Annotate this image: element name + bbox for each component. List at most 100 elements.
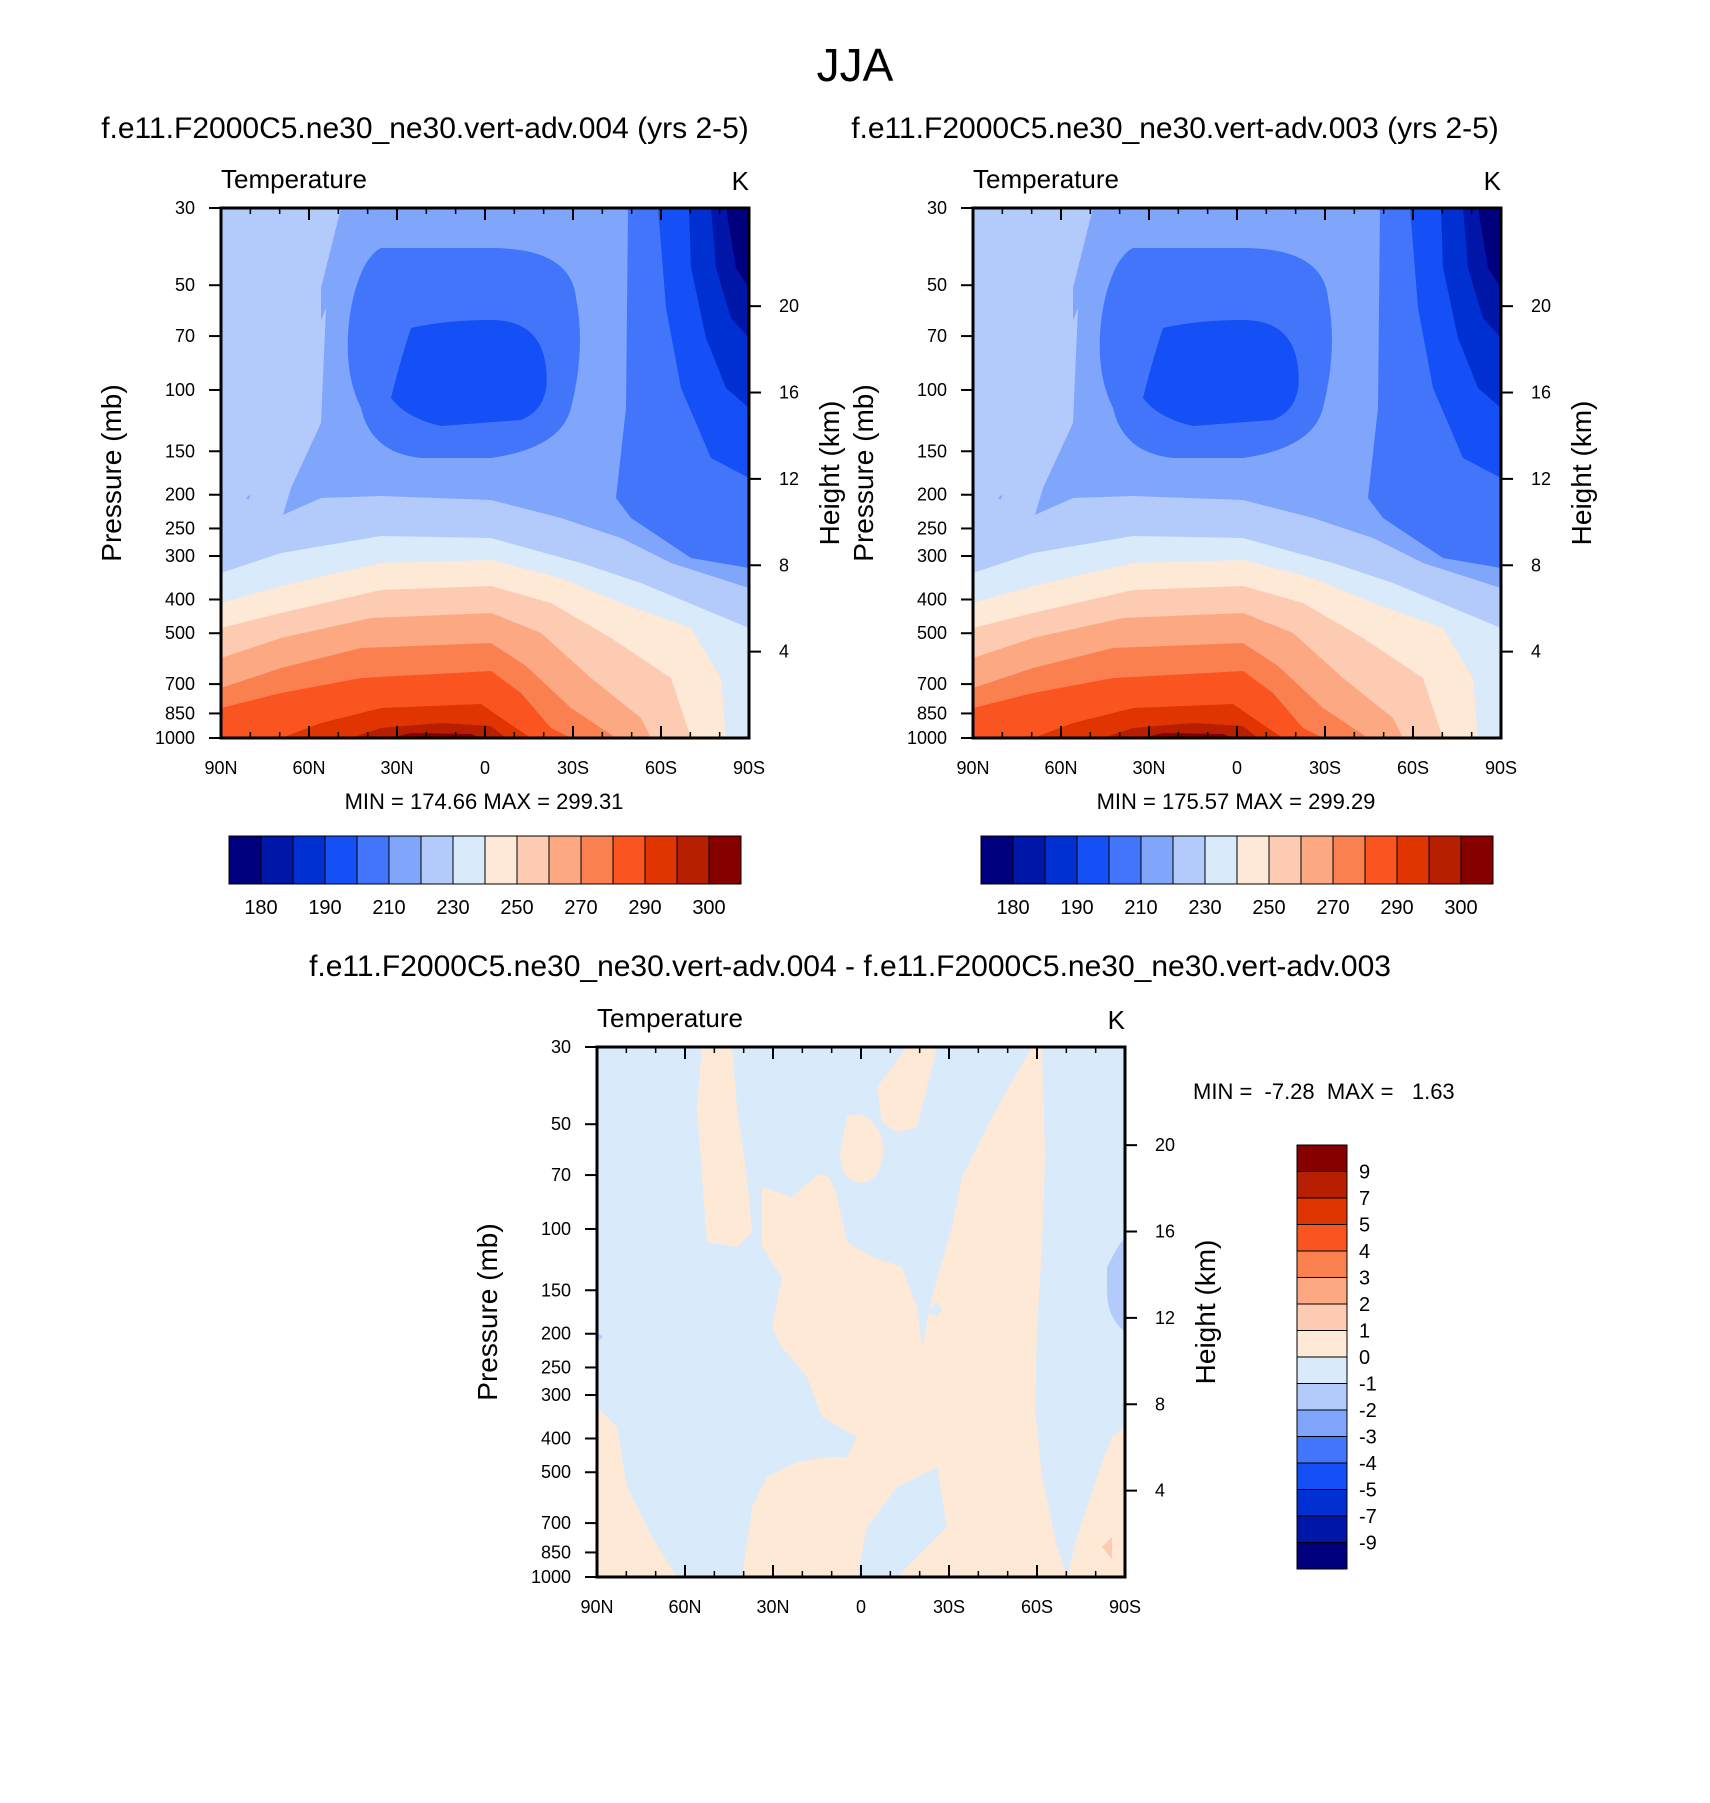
colorbar-box xyxy=(1364,835,1398,885)
y-tick-label: 150 xyxy=(541,1280,571,1300)
x-tick-label: 30N xyxy=(756,1597,789,1617)
y-tick-label: 300 xyxy=(917,546,947,566)
colorbar-box xyxy=(1296,1144,1348,1172)
colorbar-box xyxy=(1296,1303,1348,1331)
variable-label: Temperature xyxy=(973,164,1119,194)
colorbar-label: 180 xyxy=(996,897,1029,919)
colorbar-label: 1 xyxy=(1359,1321,1370,1343)
y-axis-label: Pressure (mb) xyxy=(848,384,879,561)
x-tick-label: 90N xyxy=(956,758,989,778)
colorbar-box xyxy=(1300,835,1334,885)
colorbar-label: -3 xyxy=(1359,1427,1377,1449)
y-tick-label: 70 xyxy=(927,326,947,346)
colorbar-box xyxy=(484,835,518,885)
y-tick-label: 500 xyxy=(165,623,195,643)
colorbar-label: 210 xyxy=(1124,897,1157,919)
colorbar-box xyxy=(1108,835,1142,885)
colorbar-box xyxy=(1296,1436,1348,1464)
y2-tick-label: 4 xyxy=(779,642,789,662)
y-tick-label: 1000 xyxy=(531,1567,571,1587)
y2-tick-label: 16 xyxy=(779,383,799,403)
colorbar-box xyxy=(708,835,742,885)
y-tick-label: 400 xyxy=(541,1429,571,1449)
y-tick-label: 100 xyxy=(165,380,195,400)
y2-tick-label: 12 xyxy=(1155,1308,1175,1328)
colorbar-box xyxy=(1296,1330,1348,1358)
temperature-panel-003: 90N 60N 30N 0 30S 60S 90S 30507010015020025030… xyxy=(848,164,1597,919)
colorbar-box xyxy=(1140,835,1174,885)
colorbar-label: 2 xyxy=(1359,1294,1370,1316)
temperature-panel-004: 90N 60N 30N 0 30S 60S 90S 30507010015020025030… xyxy=(96,164,845,919)
y-tick-label: 1000 xyxy=(155,728,195,748)
y2-tick-label: 16 xyxy=(1155,1222,1175,1242)
variable-label: Temperature xyxy=(221,164,367,194)
y-tick-label: 200 xyxy=(165,485,195,505)
difference-panel: 90N 60N 30N 0 30S 60S 90S 30507010015020025030… xyxy=(472,1003,1455,1617)
colorbar-label: 270 xyxy=(1316,897,1349,919)
y-tick-label: 850 xyxy=(917,703,947,723)
colorbar-box xyxy=(1296,1409,1348,1437)
colorbar-box xyxy=(1296,1171,1348,1199)
colorbar: 180 190 210 230 250 270 290 300 xyxy=(228,835,742,919)
panel1-title: f.e11.F2000C5.ne30_ne30.vert-adv.004 (yr… xyxy=(101,112,749,145)
y2-tick-label: 12 xyxy=(1531,469,1551,489)
colorbar-label: -9 xyxy=(1359,1533,1377,1555)
colorbar-label: 5 xyxy=(1359,1215,1370,1237)
y2-tick-label: 12 xyxy=(779,469,799,489)
y2-tick-label: 20 xyxy=(779,296,799,316)
colorbar-box xyxy=(452,835,486,885)
colorbar-label: 300 xyxy=(1444,897,1477,919)
y2-tick-label: 8 xyxy=(1155,1394,1165,1414)
x-tick-label: 60S xyxy=(1021,1597,1053,1617)
y2-tick-label: 16 xyxy=(1531,383,1551,403)
colorbar-label: 300 xyxy=(692,897,725,919)
x-tick-label: 0 xyxy=(856,1597,866,1617)
y-tick-label: 500 xyxy=(541,1462,571,1482)
colorbar-label: 4 xyxy=(1359,1241,1370,1263)
x-axis: 90N 60N 30N 0 30S 60S 90S xyxy=(580,1047,1141,1617)
colorbar-box xyxy=(516,835,550,885)
y-tick-label: 50 xyxy=(551,1114,571,1134)
y-tick-label: 250 xyxy=(917,518,947,538)
y-tick-label: 30 xyxy=(175,198,195,218)
colorbar-box xyxy=(1236,835,1270,885)
colorbar-box xyxy=(980,835,1014,885)
colorbar-label: 230 xyxy=(436,897,469,919)
units-label: K xyxy=(732,166,750,196)
colorbar-box xyxy=(1296,1542,1348,1570)
colorbar-box xyxy=(612,835,646,885)
y-tick-label: 50 xyxy=(175,275,195,295)
x-tick-label: 30N xyxy=(1132,758,1165,778)
colorbar-box xyxy=(1296,1462,1348,1490)
colorbar-label: 7 xyxy=(1359,1188,1370,1210)
x-tick-label: 60N xyxy=(292,758,325,778)
colorbar-box xyxy=(548,835,582,885)
variable-label: Temperature xyxy=(597,1003,743,1033)
colorbar-box xyxy=(1396,835,1430,885)
colorbar-label: 3 xyxy=(1359,1268,1370,1290)
y-tick-label: 400 xyxy=(917,590,947,610)
contour-field xyxy=(973,208,1501,738)
colorbar-box xyxy=(356,835,390,885)
colorbar-box xyxy=(324,835,358,885)
y-axis: 30 50 70 100 150 200 250 300 400 500 700 850 1000 xyxy=(155,198,221,748)
y-tick-label: 70 xyxy=(551,1165,571,1185)
colorbar-label: 250 xyxy=(500,897,533,919)
x-tick-label: 30S xyxy=(933,1597,965,1617)
contour-field xyxy=(221,208,749,738)
min-max-label: MIN = -7.28 MAX = 1.63 xyxy=(1193,1079,1455,1104)
y2-tick-label: 4 xyxy=(1155,1481,1165,1501)
y-tick-label: 200 xyxy=(541,1324,571,1344)
y-tick-label: 30 xyxy=(551,1037,571,1057)
colorbar: 9 7 5 4 3 2 1 0 -1 -2 -3 -4 -5 -7 -9 xyxy=(1296,1144,1377,1570)
colorbar-label: 9 xyxy=(1359,1162,1370,1184)
colorbar-box xyxy=(292,835,326,885)
y-tick-label: 300 xyxy=(165,546,195,566)
figure-title: JJA xyxy=(816,39,894,91)
y2-axis-label: Height (km) xyxy=(1190,1240,1221,1385)
y-tick-label: 150 xyxy=(165,441,195,461)
colorbar-box xyxy=(1076,835,1110,885)
y-tick-label: 850 xyxy=(165,703,195,723)
colorbar-box xyxy=(1296,1356,1348,1384)
